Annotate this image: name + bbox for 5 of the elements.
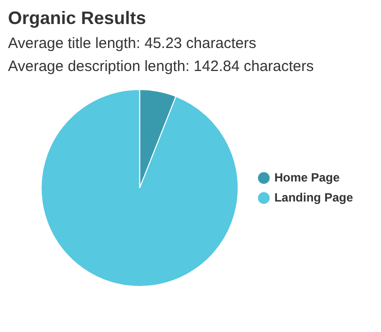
legend-label: Landing Page [274, 190, 354, 204]
legend-label: Home Page [274, 170, 340, 184]
chart-title: Organic Results [8, 8, 148, 29]
chart-subtitle: Average title length: 45.23 characters [8, 35, 258, 52]
text: Average description length: 142.84 characters [8, 58, 315, 75]
